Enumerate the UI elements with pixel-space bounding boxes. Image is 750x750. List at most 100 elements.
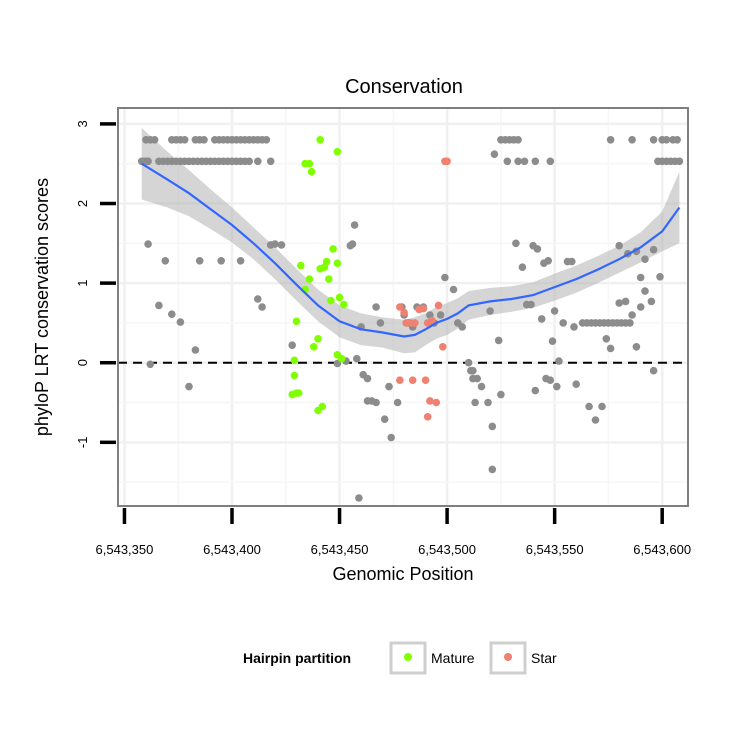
point-star: [423, 413, 432, 421]
point-other: [262, 136, 271, 144]
point-mature: [329, 245, 337, 253]
point-star: [443, 157, 451, 166]
plot-panel: [117, 107, 689, 507]
point-other: [553, 382, 561, 391]
point-other: [168, 310, 176, 319]
point-other: [621, 297, 630, 306]
point-other: [458, 323, 467, 331]
point-mature: [335, 293, 344, 302]
point-other: [636, 273, 645, 282]
point-star: [439, 343, 447, 351]
y-tick-label: -1: [75, 437, 90, 449]
point-other: [531, 386, 540, 395]
data-points: [137, 136, 684, 502]
legend-label-mature: Mature: [431, 650, 475, 666]
point-mature: [333, 148, 342, 156]
chart-title: Conservation: [345, 76, 463, 98]
point-other: [393, 398, 402, 407]
point-other: [649, 136, 658, 144]
point-other: [598, 402, 606, 411]
point-mature: [314, 335, 322, 343]
point-other: [518, 263, 527, 272]
point-mature: [305, 159, 314, 168]
point-star: [408, 376, 417, 385]
point-other: [490, 150, 499, 158]
point-other: [636, 303, 645, 311]
point-star: [396, 376, 404, 385]
point-other: [180, 136, 189, 144]
legend-title: Hairpin partition: [243, 650, 351, 666]
point-star: [400, 308, 408, 317]
point-other: [527, 300, 535, 309]
point-mature: [316, 136, 325, 144]
point-other: [436, 311, 445, 319]
x-axis-label: Genomic Position: [332, 564, 473, 584]
point-other: [253, 295, 262, 303]
point-other: [146, 360, 155, 369]
point-other: [550, 307, 559, 315]
x-tick-label: 6,543,600: [633, 542, 691, 557]
point-star: [419, 304, 428, 313]
point-other: [253, 157, 262, 166]
y-tick-label: 2: [75, 200, 90, 207]
point-other: [380, 415, 389, 424]
point-other: [355, 494, 363, 502]
point-star: [434, 301, 443, 310]
point-other: [271, 240, 279, 248]
point-other: [514, 157, 522, 166]
point-other: [200, 136, 208, 144]
point-mature: [307, 167, 316, 176]
point-other: [150, 136, 159, 144]
point-mature: [305, 275, 314, 283]
point-other: [649, 366, 658, 375]
point-star: [428, 316, 436, 325]
confidence-band: [141, 127, 680, 354]
point-other: [372, 303, 380, 311]
point-other: [185, 382, 193, 391]
smooth-line: [141, 162, 681, 338]
point-other: [537, 315, 546, 323]
point-other: [488, 465, 497, 474]
point-other: [191, 346, 200, 354]
point-other: [533, 245, 542, 253]
point-star: [432, 398, 441, 407]
point-other: [555, 357, 563, 365]
point-mature: [333, 351, 342, 359]
point-other: [628, 311, 636, 319]
point-other: [144, 240, 152, 248]
point-other: [649, 245, 658, 254]
legend-item-star: Star: [489, 641, 557, 675]
point-other: [277, 241, 286, 249]
point-other: [585, 402, 593, 411]
y-tick-label: 0: [75, 359, 90, 366]
y-axis-label: phyloP LRT conservation scores: [32, 178, 52, 436]
point-other: [503, 157, 512, 166]
x-axis: 6,543,350 6,543,400 6,543,450 6,543,500 6,54…: [96, 508, 691, 557]
point-star: [411, 319, 419, 327]
smooth-trend-line: [141, 162, 681, 338]
point-other: [477, 382, 486, 391]
point-mature: [297, 261, 305, 270]
point-other: [473, 374, 482, 383]
point-mature: [309, 343, 318, 351]
x-tick-label: 6,543,400: [203, 542, 261, 557]
point-other: [531, 157, 540, 166]
point-other: [628, 136, 636, 144]
point-other: [348, 240, 357, 248]
point-star: [421, 376, 430, 385]
legend-dot-star: [504, 653, 512, 661]
point-mature: [322, 257, 331, 266]
point-other: [236, 257, 245, 265]
point-mature: [318, 402, 327, 411]
panel-border: [117, 107, 689, 507]
point-other: [217, 257, 225, 265]
point-other: [288, 341, 297, 350]
x-tick-label: 6,543,500: [418, 542, 476, 557]
x-tick-label: 6,543,350: [96, 542, 154, 557]
point-other: [606, 136, 615, 144]
point-other: [615, 299, 623, 307]
point-other: [570, 323, 578, 331]
legend: Hairpin partition Mature Star: [243, 641, 557, 675]
point-other: [497, 390, 505, 399]
